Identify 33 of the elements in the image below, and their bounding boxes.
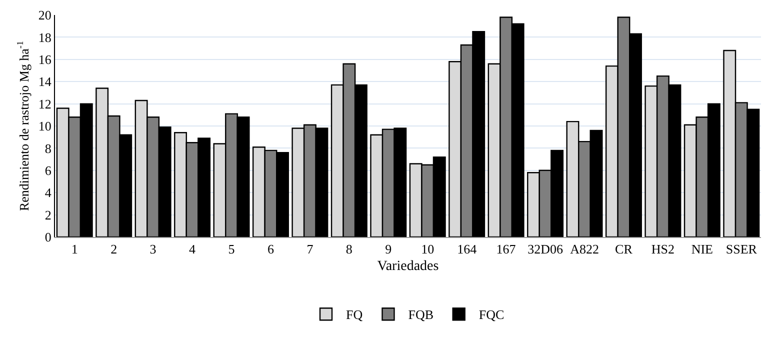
x-tick-label: HS2	[651, 242, 675, 257]
y-tick-label: 18	[38, 30, 52, 45]
y-tick-label: 2	[44, 207, 52, 222]
legend-label: FQ	[346, 307, 364, 322]
y-tick-label: 4	[44, 185, 52, 200]
x-tick-label: 6	[267, 242, 274, 257]
y-tick-label: 0	[44, 230, 52, 245]
x-tick-label: 164	[457, 242, 478, 257]
y-tick-label: 8	[44, 140, 52, 156]
x-tick-label: 167	[496, 242, 516, 257]
x-tick-label: 8	[346, 242, 352, 257]
y-tick-label: 20	[38, 8, 52, 23]
x-tick-label: 2	[110, 242, 118, 257]
y-tick-label: 6	[44, 162, 52, 178]
x-tick-label: 5	[228, 242, 235, 257]
y-tick-label: 14	[38, 74, 52, 90]
x-tick-label: 1	[71, 242, 78, 257]
x-tick-label: 4	[189, 242, 196, 257]
x-tick-label: 10	[421, 242, 434, 257]
x-tick-label: SSER	[726, 242, 758, 257]
x-tick-label: 3	[150, 242, 156, 257]
x-axis-title: Variedades	[377, 258, 439, 274]
legend-label: FQB	[408, 307, 434, 322]
y-tick-label: 10	[38, 118, 52, 134]
x-tick-label: 9	[385, 242, 392, 257]
x-tick-label: NIE	[691, 242, 714, 257]
x-tick-label: CR	[615, 242, 633, 257]
x-tick-label: A822	[570, 242, 599, 257]
x-tick-label: 32D06	[528, 242, 564, 257]
legend-label: FQC	[478, 307, 504, 322]
y-tick-label: 12	[38, 96, 52, 112]
y-tick-label: 16	[38, 52, 52, 67]
x-tick-label: 7	[306, 242, 314, 257]
